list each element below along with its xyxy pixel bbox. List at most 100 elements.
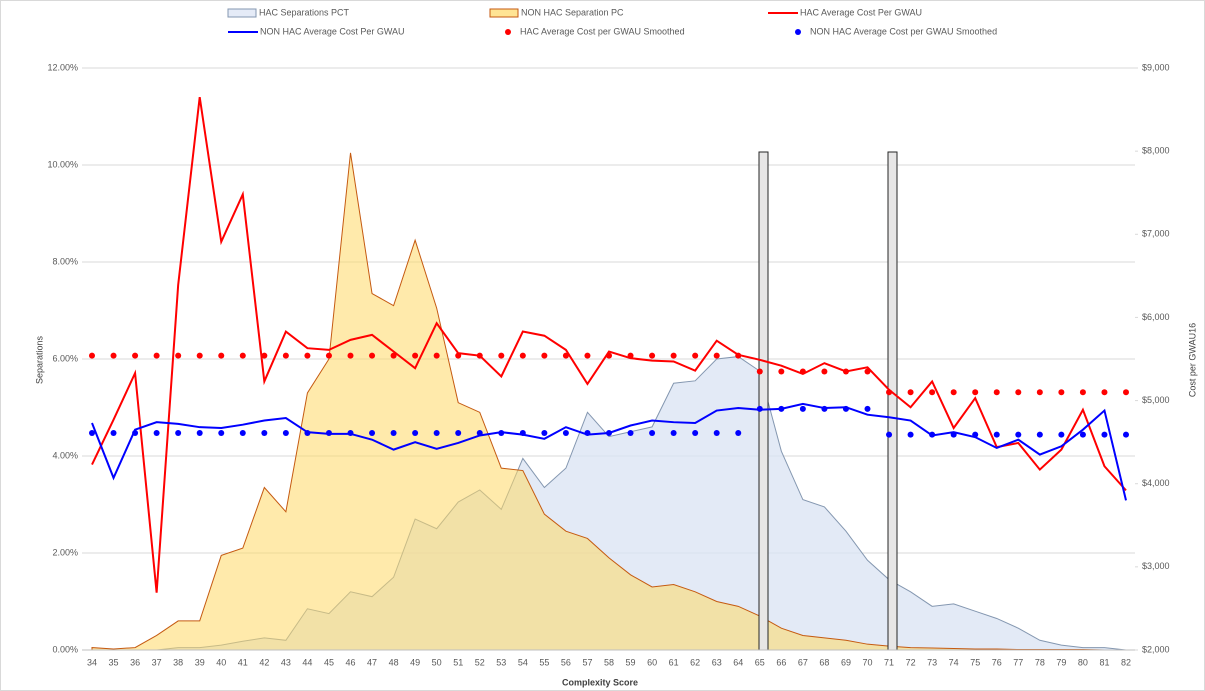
areas: [91, 152, 1127, 651]
x-tick-label: 74: [949, 657, 959, 667]
dot: [584, 429, 591, 436]
dot: [692, 429, 699, 436]
y-tick-label: 6.00%: [52, 353, 78, 363]
x-tick-label: 70: [862, 657, 872, 667]
y2-tick-label: $6,000: [1142, 312, 1170, 322]
x-tick-label: 56: [561, 657, 571, 667]
y2-axis-title: Cost per GWAU16: [1187, 323, 1197, 397]
dot: [153, 352, 160, 359]
dot: [778, 368, 785, 375]
x-tick-label: 34: [87, 657, 97, 667]
x-tick-label: 79: [1056, 657, 1066, 667]
x-tick-label: 43: [281, 657, 291, 667]
dot: [261, 352, 268, 359]
dot: [735, 429, 742, 436]
dot: [196, 429, 203, 436]
dot: [842, 368, 849, 375]
dot: [325, 429, 332, 436]
x-tick-label: 82: [1121, 657, 1131, 667]
x-tick-label: 52: [475, 657, 485, 667]
x-tick-label: 47: [367, 657, 377, 667]
x-tick-label: 54: [518, 657, 528, 667]
x-tick-label: 40: [216, 657, 226, 667]
y-tick-label: 10.00%: [47, 159, 78, 169]
dot: [799, 368, 806, 375]
x-tick-label: 44: [302, 657, 312, 667]
line: [91, 96, 1127, 593]
x-tick-label: 37: [152, 657, 162, 667]
legend-swatch: [227, 8, 257, 18]
y2-tick-label: $5,000: [1142, 395, 1170, 405]
dot: [756, 368, 763, 375]
x-tick-label: 49: [410, 657, 420, 667]
dot: [907, 389, 914, 396]
y2-tick-label: $8,000: [1142, 146, 1170, 156]
dot: [239, 429, 246, 436]
x-tick-label: 64: [733, 657, 743, 667]
dot: [735, 352, 742, 359]
dot: [799, 405, 806, 412]
dot: [692, 352, 699, 359]
dot: [433, 352, 440, 359]
dot: [132, 429, 139, 436]
legend-label: NON HAC Separation PC: [521, 7, 624, 17]
dot: [778, 405, 785, 412]
dot: [282, 429, 289, 436]
dot: [627, 352, 634, 359]
dot: [562, 429, 569, 436]
dot: [175, 429, 182, 436]
dot: [886, 389, 893, 396]
dot: [1015, 389, 1022, 396]
dot: [132, 352, 139, 359]
x-tick-label: 61: [669, 657, 679, 667]
x-tick-label: 80: [1078, 657, 1088, 667]
legend-label: HAC Separations PCT: [259, 7, 350, 17]
dot: [196, 352, 203, 359]
dot: [1036, 431, 1043, 438]
legend-swatch: [489, 8, 519, 18]
dot: [1123, 431, 1129, 438]
dot: [390, 429, 397, 436]
area: [91, 152, 1126, 651]
y-tick-label: 12.00%: [47, 62, 78, 72]
dot: [110, 352, 117, 359]
y-tick-label: 2.00%: [52, 547, 78, 557]
dot: [584, 352, 591, 359]
dot: [347, 352, 354, 359]
dot: [929, 431, 936, 438]
x-axis-title: Complexity Score: [562, 677, 638, 687]
dot: [347, 429, 354, 436]
x-tick-label: 46: [345, 657, 355, 667]
dot: [1101, 389, 1108, 396]
dot: [627, 429, 634, 436]
x-tick-label: 41: [238, 657, 248, 667]
dot: [649, 429, 656, 436]
dot: [218, 429, 225, 436]
y2-tick-label: $7,000: [1142, 229, 1170, 239]
x-tick-label: 63: [712, 657, 722, 667]
dot: [153, 429, 160, 436]
x-tick-label: 73: [927, 657, 937, 667]
dot: [455, 429, 462, 436]
dot: [993, 431, 1000, 438]
dot: [993, 389, 1000, 396]
dot: [519, 429, 526, 436]
dot: [864, 368, 871, 375]
dot: [1079, 431, 1086, 438]
x-tick-label: 55: [539, 657, 549, 667]
dot: [412, 429, 419, 436]
dot: [713, 352, 720, 359]
dot: [455, 352, 462, 359]
dot: [1123, 389, 1129, 396]
dot: [390, 352, 397, 359]
dot: [304, 352, 311, 359]
dot: [907, 431, 914, 438]
x-tick-label: 68: [819, 657, 829, 667]
dot: [519, 352, 526, 359]
x-tick-label: 35: [109, 657, 119, 667]
dot: [1079, 389, 1086, 396]
dot: [433, 429, 440, 436]
x-tick-label: 72: [906, 657, 916, 667]
x-tick-label: 75: [970, 657, 980, 667]
